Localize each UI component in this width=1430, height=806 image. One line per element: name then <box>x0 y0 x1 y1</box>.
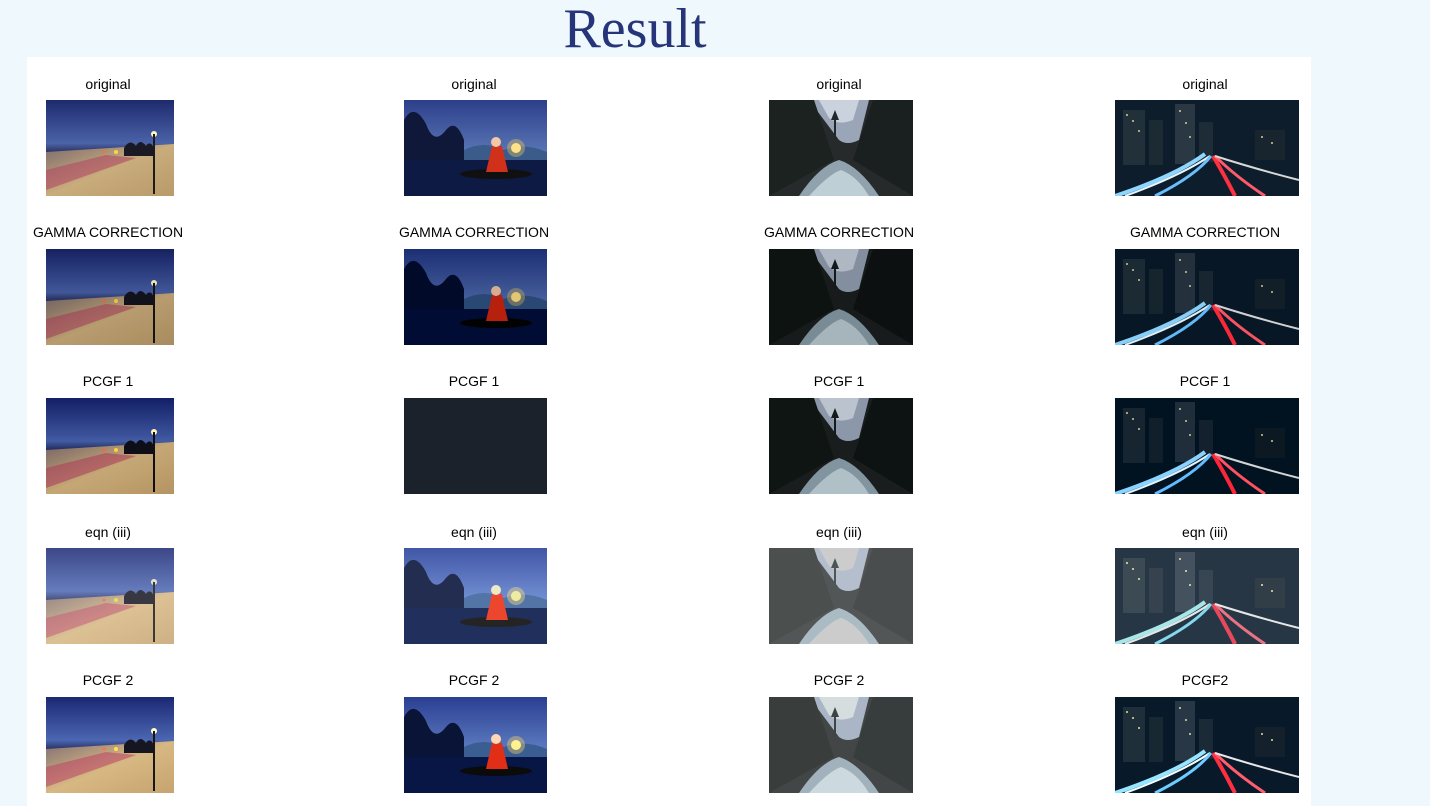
image-caption: PCGF 1 <box>1179 373 1231 389</box>
image-caption: PCGF 1 <box>813 373 865 389</box>
beach-night-photo <box>46 548 174 644</box>
beach-night-photo <box>46 100 174 196</box>
slide-title: Result <box>563 0 707 60</box>
image-caption: GAMMA CORRECTION <box>763 224 915 240</box>
image-caption: eqn (iii) <box>1182 524 1228 540</box>
image-caption: PCGF 1 <box>82 373 134 389</box>
image-caption: original <box>1182 76 1228 92</box>
beach-night-photo <box>46 697 174 793</box>
image-caption: PCGF 2 <box>82 672 134 688</box>
mountain-river-photo <box>769 697 913 793</box>
image-caption: PCGF 2 <box>448 672 500 688</box>
image-caption: GAMMA CORRECTION <box>1129 224 1281 240</box>
fisherman-lantern-photo <box>404 249 547 345</box>
image-caption: original <box>451 76 497 92</box>
image-caption: original <box>816 76 862 92</box>
city-light-trails-photo <box>1115 249 1299 345</box>
mountain-river-photo <box>769 398 913 494</box>
image-caption: original <box>85 76 131 92</box>
beach-night-photo <box>46 249 174 345</box>
image-caption: PCGF 1 <box>448 373 500 389</box>
city-light-trails-photo <box>1115 697 1299 793</box>
dark-blank-photo <box>404 398 547 494</box>
city-light-trails-photo <box>1115 398 1299 494</box>
image-caption: PCGF2 <box>1181 672 1229 688</box>
image-caption: GAMMA CORRECTION <box>398 224 550 240</box>
mountain-river-photo <box>769 249 913 345</box>
result-panel: original original <box>27 57 1311 806</box>
city-light-trails-photo <box>1115 548 1299 644</box>
mountain-river-photo <box>769 548 913 644</box>
image-caption: GAMMA CORRECTION <box>32 224 184 240</box>
city-light-trails-photo <box>1115 100 1299 196</box>
beach-night-photo <box>46 398 174 494</box>
image-caption: eqn (iii) <box>85 524 131 540</box>
fisherman-lantern-photo <box>404 100 547 196</box>
image-caption: PCGF 2 <box>813 672 865 688</box>
fisherman-lantern-photo <box>404 697 547 793</box>
image-caption: eqn (iii) <box>451 524 497 540</box>
image-caption: eqn (iii) <box>816 524 862 540</box>
mountain-river-photo <box>769 100 913 196</box>
fisherman-lantern-photo <box>404 548 547 644</box>
